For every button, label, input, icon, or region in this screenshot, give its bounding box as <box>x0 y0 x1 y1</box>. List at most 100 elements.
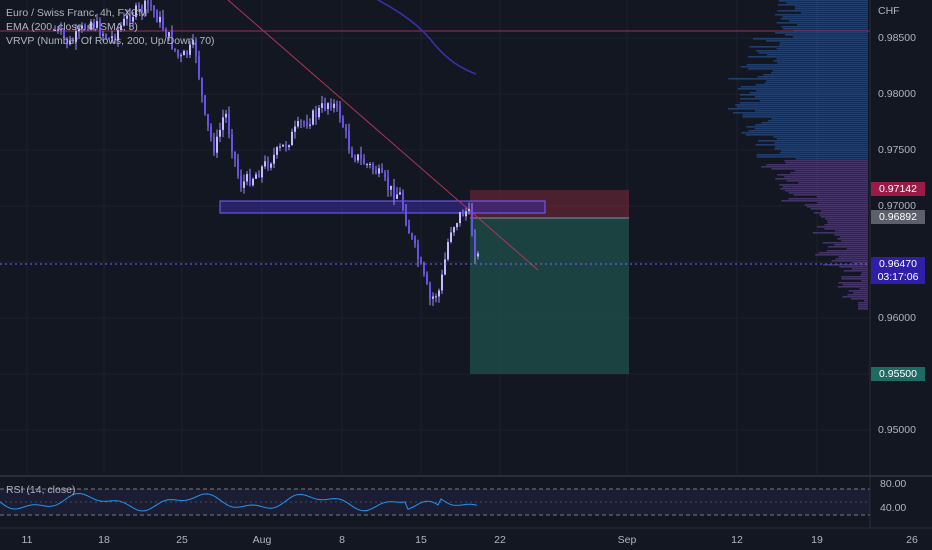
volume-profile-row <box>782 28 868 30</box>
volume-profile-row <box>774 148 868 150</box>
volume-profile-row <box>728 78 868 80</box>
volume-profile-row <box>761 166 868 168</box>
volume-profile-row <box>767 120 868 122</box>
volume-profile-row <box>810 208 868 210</box>
volume-profile-row <box>858 304 868 306</box>
candle-body <box>63 30 65 38</box>
candle-body <box>144 0 146 13</box>
candle-body <box>201 78 203 96</box>
volume-profile-row <box>834 234 868 236</box>
volume-profile-row <box>736 106 868 108</box>
volume-profile-row <box>804 204 868 206</box>
volume-profile-row <box>754 96 868 98</box>
vrvp-legend[interactable]: VRVP (Number Of Rows, 200, Up/Down, 70) <box>6 35 215 47</box>
candle-body <box>90 21 92 30</box>
candle-body <box>474 235 476 257</box>
candle-body <box>321 103 323 108</box>
bar-countdown: 03:17:06 <box>877 271 919 283</box>
volume-profile-row <box>817 226 868 228</box>
volume-profile-row <box>835 258 868 260</box>
candle-body <box>387 177 389 190</box>
volume-profile-row <box>737 88 868 90</box>
volume-profile-row <box>745 134 868 136</box>
entry-tag-bg <box>871 210 925 224</box>
volume-profile-row <box>779 42 868 44</box>
target-price-tag[interactable]: 0.95500 <box>879 368 917 380</box>
candle-body <box>72 41 74 43</box>
volume-profile-row <box>742 116 868 118</box>
candle-body <box>99 21 101 36</box>
candle-body <box>177 49 179 56</box>
volume-profile-row <box>746 126 868 128</box>
volume-profile-row <box>798 182 868 184</box>
volume-profile-row <box>785 190 868 192</box>
volume-profile-row <box>766 54 868 56</box>
volume-profile-row <box>852 262 868 264</box>
volume-profile-row <box>740 86 868 88</box>
volume-profile-row <box>748 130 868 132</box>
trendline[interactable] <box>227 0 539 271</box>
candle-body <box>342 118 344 128</box>
volume-profile-row <box>758 140 868 142</box>
candle-body <box>411 233 413 238</box>
candle-body <box>471 208 473 236</box>
candle-body <box>153 6 155 12</box>
candle-body <box>273 154 275 164</box>
volume-profile-row <box>784 160 868 162</box>
volume-profile-row <box>846 248 868 250</box>
volume-profile-row <box>788 192 868 194</box>
volume-profile-row <box>773 60 868 62</box>
volume-profile-row <box>739 94 868 96</box>
volume-profile-row <box>777 174 868 176</box>
candle-body <box>108 38 110 40</box>
candle-body <box>453 227 455 233</box>
volume-profile-row <box>779 184 868 186</box>
candle-body <box>189 44 191 55</box>
candle-body <box>423 262 425 275</box>
candle-body <box>393 185 395 199</box>
volume-profile-row <box>864 300 868 302</box>
candle-body <box>180 55 182 57</box>
volume-profile-row <box>860 274 868 276</box>
candle-body <box>441 274 443 291</box>
candle-body <box>252 178 254 186</box>
candle-body <box>198 55 200 79</box>
volume-profile-row <box>746 64 868 66</box>
candle-body <box>186 50 188 55</box>
candle-body <box>246 174 248 182</box>
time-label: 26 <box>906 534 918 546</box>
candle-body <box>69 41 71 45</box>
candle-body <box>384 172 386 178</box>
volume-profile-row <box>755 84 868 86</box>
symbol-title[interactable]: Euro / Swiss Franc, 4h, FXCM <box>6 7 148 19</box>
take-profit-zone[interactable] <box>470 218 629 374</box>
ema-legend[interactable]: EMA (200, close, 0, SMA, 5) <box>6 21 138 33</box>
candle-body <box>450 232 452 242</box>
candle-body <box>399 192 401 195</box>
candle-body <box>156 11 158 23</box>
volume-profile-row <box>785 162 868 164</box>
volume-profile-row <box>831 260 868 262</box>
volume-profile-row <box>766 164 868 166</box>
entry-price-tag[interactable]: 0.96892 <box>879 211 917 223</box>
currency-label: CHF <box>878 5 900 17</box>
volume-profile-row <box>756 156 868 158</box>
volume-profile-row <box>777 4 868 6</box>
support-zone[interactable] <box>219 200 546 214</box>
candle-body <box>207 114 209 127</box>
volume-profile-row <box>817 202 868 204</box>
volume-profile-row <box>763 74 868 76</box>
volume-profile-row <box>742 114 868 116</box>
candle-body <box>333 103 335 108</box>
volume-profile-row <box>838 282 868 284</box>
volume-profile-row <box>841 276 868 278</box>
volume-profile-row <box>776 48 868 50</box>
volume-profile-row <box>784 176 868 178</box>
candle-body <box>348 130 350 151</box>
rsi-legend[interactable]: RSI (14, close) <box>6 484 76 496</box>
candle-body <box>240 175 242 188</box>
stop-price-tag[interactable]: 0.97142 <box>879 183 917 195</box>
price-label: 0.96000 <box>878 312 916 324</box>
candle-body <box>336 103 338 106</box>
